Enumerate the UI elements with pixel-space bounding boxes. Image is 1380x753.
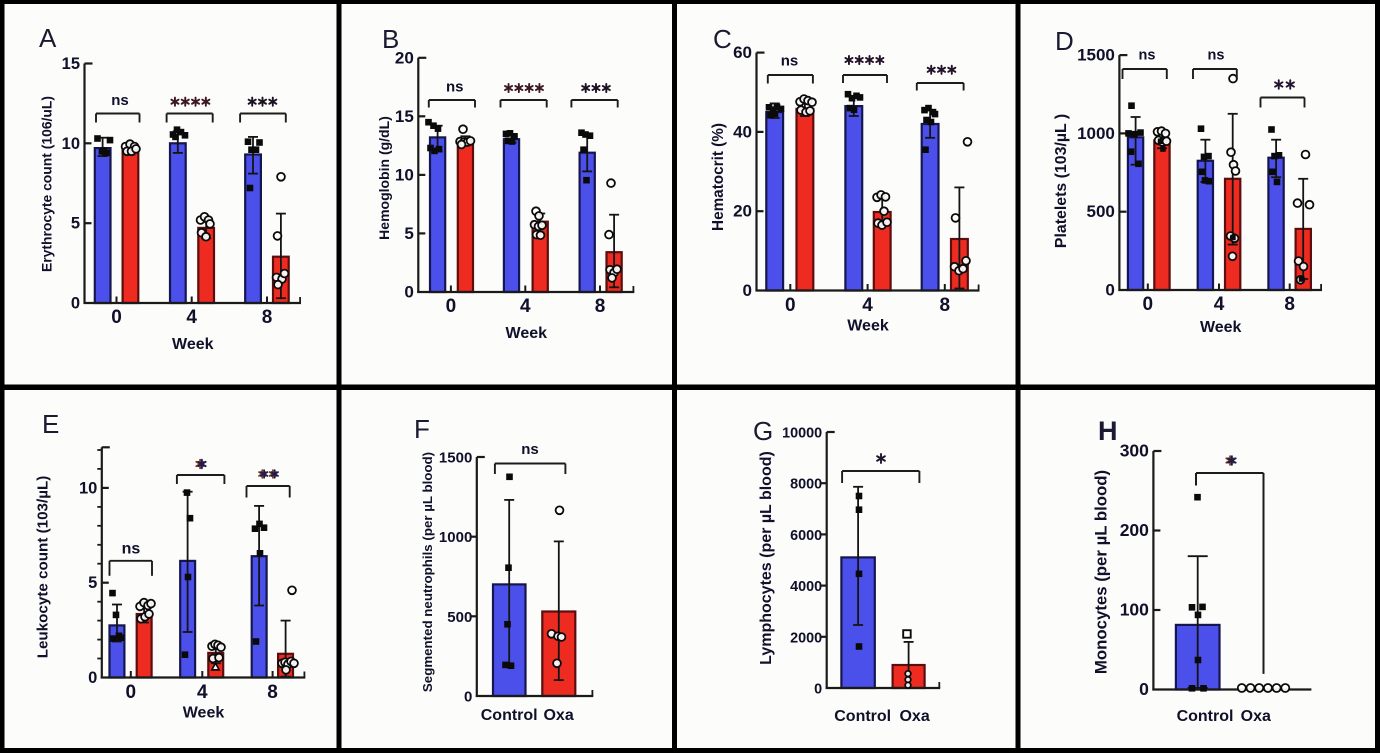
svg-text:Lymphocytes (per µL blood): Lymphocytes (per µL blood) xyxy=(758,451,775,665)
svg-text:0: 0 xyxy=(464,689,472,706)
svg-text:5: 5 xyxy=(88,574,97,592)
svg-text:Week: Week xyxy=(1200,319,1242,336)
svg-text:0: 0 xyxy=(88,669,97,687)
svg-text:10000: 10000 xyxy=(782,426,822,442)
svg-text:4000: 4000 xyxy=(790,579,822,595)
svg-text:ns: ns xyxy=(781,53,799,70)
svg-text:0: 0 xyxy=(446,296,457,317)
svg-text:200: 200 xyxy=(1120,520,1149,540)
svg-text:8: 8 xyxy=(1284,294,1295,315)
svg-text:500: 500 xyxy=(1087,202,1115,221)
svg-text:0: 0 xyxy=(71,295,80,313)
svg-text:6000: 6000 xyxy=(790,528,822,544)
svg-text:4: 4 xyxy=(186,307,197,328)
svg-text:ns: ns xyxy=(122,541,141,558)
svg-text:15: 15 xyxy=(62,55,80,73)
svg-text:8000: 8000 xyxy=(790,477,822,493)
svg-text:G: G xyxy=(753,416,773,446)
svg-text:Week: Week xyxy=(183,705,225,722)
svg-text:0: 0 xyxy=(785,295,796,316)
svg-text:ns: ns xyxy=(1208,48,1225,64)
svg-text:4: 4 xyxy=(862,295,873,316)
svg-text:8: 8 xyxy=(595,296,606,317)
svg-text:0: 0 xyxy=(404,283,413,302)
svg-text:0: 0 xyxy=(743,281,752,300)
svg-text:10: 10 xyxy=(79,479,97,497)
svg-text:Hemoglobin (g/dL): Hemoglobin (g/dL) xyxy=(376,116,392,240)
svg-text:0: 0 xyxy=(814,682,822,698)
svg-text:1000: 1000 xyxy=(439,529,472,546)
svg-text:Week: Week xyxy=(506,325,548,342)
svg-text:D: D xyxy=(1055,26,1074,56)
svg-text:0: 0 xyxy=(1139,679,1149,699)
svg-text:ns: ns xyxy=(111,92,129,109)
svg-text:2000: 2000 xyxy=(790,630,822,646)
svg-text:60: 60 xyxy=(733,43,752,62)
svg-text:Segmented neutrophils (per µL: Segmented neutrophils (per µL blood) xyxy=(420,452,435,692)
svg-text:8: 8 xyxy=(262,307,273,328)
svg-text:10: 10 xyxy=(395,165,414,184)
svg-text:4: 4 xyxy=(520,296,531,317)
svg-text:8: 8 xyxy=(267,682,278,703)
svg-text:H: H xyxy=(1098,416,1118,446)
svg-text:Control: Control xyxy=(1177,708,1234,725)
svg-text:15: 15 xyxy=(395,107,414,126)
svg-text:1000: 1000 xyxy=(1077,124,1115,143)
svg-text:ns: ns xyxy=(1139,48,1156,64)
svg-text:Leukocyte count (103/µL): Leukocyte count (103/µL) xyxy=(35,476,52,659)
svg-text:E: E xyxy=(42,409,59,439)
svg-text:8: 8 xyxy=(940,295,951,316)
svg-text:4: 4 xyxy=(197,682,208,703)
svg-text:10: 10 xyxy=(62,135,80,153)
svg-text:ns: ns xyxy=(521,441,539,458)
svg-text:ns: ns xyxy=(446,79,464,96)
svg-text:20: 20 xyxy=(733,202,752,221)
svg-text:500: 500 xyxy=(447,609,472,626)
svg-text:Week: Week xyxy=(847,318,889,335)
svg-text:B: B xyxy=(382,24,399,54)
svg-text:1500: 1500 xyxy=(439,450,472,467)
svg-text:C: C xyxy=(713,24,732,54)
svg-text:Control: Control xyxy=(834,708,891,725)
svg-text:1500: 1500 xyxy=(1077,46,1115,65)
svg-text:100: 100 xyxy=(1120,600,1149,620)
svg-text:Week: Week xyxy=(172,336,214,353)
svg-text:0: 0 xyxy=(111,307,122,328)
svg-text:0: 0 xyxy=(1105,281,1114,300)
svg-text:Oxa: Oxa xyxy=(1241,708,1271,725)
svg-text:A: A xyxy=(39,23,57,53)
svg-text:Hematocrit (%): Hematocrit (%) xyxy=(710,123,727,231)
svg-text:Oxa: Oxa xyxy=(899,708,929,725)
svg-text:300: 300 xyxy=(1120,441,1149,461)
svg-text:0: 0 xyxy=(126,682,137,703)
svg-text:F: F xyxy=(414,414,430,444)
svg-text:5: 5 xyxy=(71,215,80,233)
svg-text:Erythrocyte count (106/uL): Erythrocyte count (106/uL) xyxy=(39,96,55,272)
svg-text:40: 40 xyxy=(733,122,752,141)
svg-text:20: 20 xyxy=(395,48,414,67)
svg-text:Control: Control xyxy=(481,707,538,724)
svg-text:0: 0 xyxy=(1143,294,1154,315)
svg-text:Platelets (103/µL ): Platelets (103/µL ) xyxy=(1053,114,1070,248)
svg-text:4: 4 xyxy=(1214,294,1225,315)
svg-text:Oxa: Oxa xyxy=(543,707,573,724)
svg-text:5: 5 xyxy=(404,224,413,243)
svg-text:Monocytes (per µL blood): Monocytes (per µL blood) xyxy=(1092,470,1111,674)
